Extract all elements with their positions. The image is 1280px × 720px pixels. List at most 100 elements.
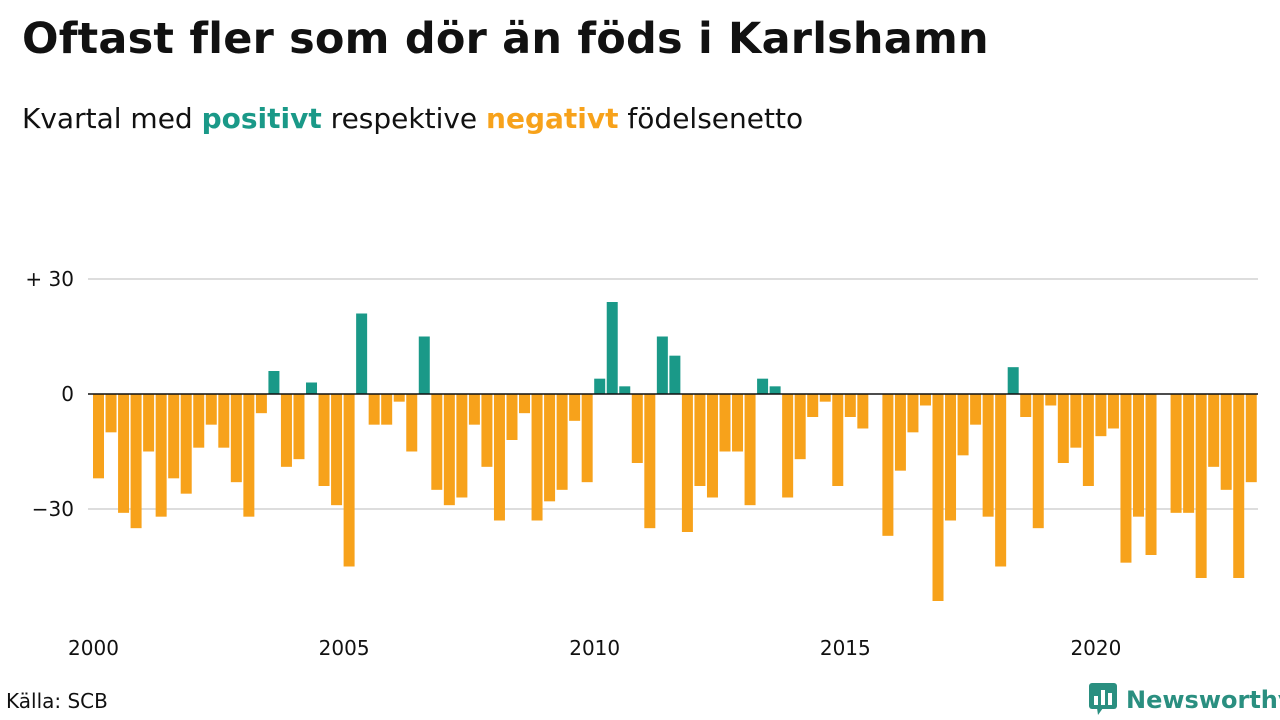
bar-90 bbox=[1220, 394, 1232, 490]
bar-59 bbox=[832, 394, 844, 486]
brand-name: Newsworthy bbox=[1126, 686, 1280, 714]
bar-21 bbox=[356, 313, 368, 394]
bar-56 bbox=[794, 394, 806, 460]
bar-76 bbox=[1045, 394, 1057, 406]
subtitle-text-3: födelsenetto bbox=[618, 102, 804, 135]
bar-92 bbox=[1245, 394, 1257, 483]
bar-23 bbox=[381, 394, 393, 425]
newsworthy-logo-icon bbox=[1089, 683, 1117, 715]
bar-33 bbox=[506, 394, 518, 440]
bar-50 bbox=[719, 394, 731, 452]
bar-88 bbox=[1195, 394, 1207, 578]
chart-subtitle: Kvartal med positivt respektive negativt… bbox=[22, 102, 803, 135]
bar-67 bbox=[932, 394, 944, 601]
bar-7 bbox=[180, 394, 192, 494]
bar-30 bbox=[468, 394, 480, 425]
bar-58 bbox=[819, 394, 831, 402]
bar-layer bbox=[93, 302, 1257, 601]
bar-8 bbox=[193, 394, 205, 448]
bar-73 bbox=[1007, 367, 1019, 394]
bar-31 bbox=[481, 394, 493, 467]
bar-26 bbox=[418, 336, 430, 394]
axis-layer: + 30 0 −30 2000 2005 2010 2015 2020 bbox=[25, 267, 1258, 660]
grid-layer bbox=[88, 278, 1258, 510]
x-tick-label: 2015 bbox=[820, 636, 871, 660]
bar-44 bbox=[644, 394, 656, 529]
bar-39 bbox=[581, 394, 593, 483]
x-tick-label: 2005 bbox=[319, 636, 370, 660]
subtitle-text-2: respektive bbox=[321, 102, 487, 135]
bar-1 bbox=[105, 394, 117, 433]
bar-14 bbox=[268, 371, 280, 394]
x-tick-label: 2020 bbox=[1070, 636, 1121, 660]
bar-87 bbox=[1183, 394, 1195, 513]
bar-72 bbox=[995, 394, 1007, 567]
bar-53 bbox=[757, 378, 769, 394]
bar-25 bbox=[406, 394, 418, 452]
bar-86 bbox=[1170, 394, 1182, 513]
source-note: Källa: SCB bbox=[6, 689, 108, 713]
bar-75 bbox=[1032, 394, 1044, 529]
bar-84 bbox=[1145, 394, 1157, 555]
bar-89 bbox=[1208, 394, 1220, 467]
bar-28 bbox=[443, 394, 455, 506]
bar-22 bbox=[368, 394, 380, 425]
bar-15 bbox=[280, 394, 292, 467]
bar-60 bbox=[844, 394, 856, 417]
bar-19 bbox=[331, 394, 343, 506]
bar-65 bbox=[907, 394, 919, 433]
subtitle-text-1: Kvartal med bbox=[22, 102, 202, 135]
bar-0 bbox=[93, 394, 104, 479]
y-tick-label: + 30 bbox=[25, 267, 74, 291]
bar-80 bbox=[1095, 394, 1107, 437]
bar-35 bbox=[531, 394, 543, 521]
bar-16 bbox=[293, 394, 305, 460]
bar-45 bbox=[656, 336, 668, 394]
bar-71 bbox=[982, 394, 994, 517]
bar-46 bbox=[669, 355, 681, 394]
bar-37 bbox=[556, 394, 568, 490]
bar-29 bbox=[456, 394, 468, 498]
bar-43 bbox=[631, 394, 643, 463]
bar-10 bbox=[218, 394, 230, 448]
bar-82 bbox=[1120, 394, 1132, 563]
bar-6 bbox=[168, 394, 180, 479]
bar-79 bbox=[1082, 394, 1094, 486]
bar-81 bbox=[1107, 394, 1119, 429]
bar-83 bbox=[1132, 394, 1144, 517]
bar-78 bbox=[1070, 394, 1082, 448]
x-tick-label: 2000 bbox=[68, 636, 119, 660]
bar-9 bbox=[205, 394, 217, 425]
bar-54 bbox=[769, 386, 781, 394]
bar-2 bbox=[118, 394, 130, 513]
bar-52 bbox=[744, 394, 756, 506]
bar-48 bbox=[694, 394, 706, 486]
subtitle-positive-label: positivt bbox=[201, 102, 322, 135]
bar-70 bbox=[970, 394, 982, 425]
bar-74 bbox=[1020, 394, 1032, 417]
bar-3 bbox=[130, 394, 142, 529]
bar-63 bbox=[882, 394, 894, 536]
bar-38 bbox=[569, 394, 581, 421]
bar-20 bbox=[343, 394, 355, 567]
brand-logo: Newsworthy bbox=[1088, 682, 1280, 718]
bar-41 bbox=[606, 302, 618, 394]
bar-64 bbox=[894, 394, 906, 471]
bar-66 bbox=[919, 394, 931, 406]
bar-77 bbox=[1057, 394, 1069, 463]
y-tick-label: −30 bbox=[32, 497, 74, 521]
bar-55 bbox=[782, 394, 794, 498]
x-tick-label: 2010 bbox=[569, 636, 620, 660]
bar-68 bbox=[945, 394, 957, 521]
bar-36 bbox=[544, 394, 556, 502]
bar-17 bbox=[306, 382, 318, 394]
y-tick-label: 0 bbox=[61, 382, 74, 406]
bar-69 bbox=[957, 394, 969, 456]
bar-61 bbox=[857, 394, 869, 429]
bar-5 bbox=[155, 394, 167, 517]
bar-57 bbox=[807, 394, 819, 417]
bar-27 bbox=[431, 394, 443, 490]
bar-13 bbox=[255, 394, 267, 414]
bar-40 bbox=[594, 378, 606, 394]
